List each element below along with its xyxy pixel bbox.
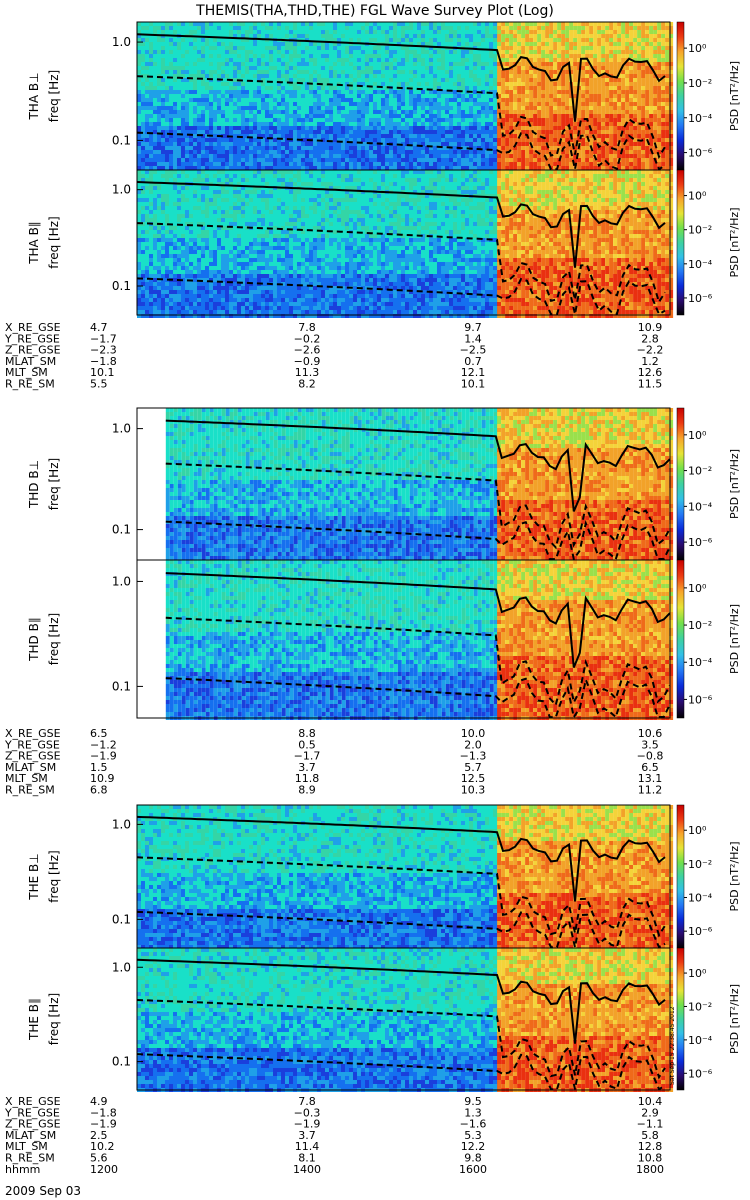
panel-freq-axis-label: freq [Hz] <box>47 216 61 268</box>
colorbar-label: PSD [nT²/Hz] <box>728 61 741 131</box>
colorbar-tick-label: 10⁰ <box>688 582 707 595</box>
ephemeris-row-label: R_RE_SM <box>5 784 55 797</box>
freq-tick-label: 1.0 <box>112 817 131 831</box>
colorbar-label: PSD [nT²/Hz] <box>728 984 741 1054</box>
colorbar-tick-label: 10⁻⁶ <box>688 1067 713 1080</box>
colorbar <box>677 948 684 1090</box>
generation-timestamp: Sat Sep 15 22:38:45 2012 <box>669 1006 676 1085</box>
colorbar-tick-label: 10⁻⁴ <box>688 1034 713 1047</box>
panel-component-label: THD B⊥ <box>27 460 41 509</box>
colorbar-label: PSD [nT²/Hz] <box>728 604 741 674</box>
ephemeris-value: 11.5 <box>638 378 663 391</box>
freq-tick-label: 0.1 <box>112 133 131 147</box>
date-label: 2009 Sep 03 <box>5 1184 81 1198</box>
panel-freq-axis-label: freq [Hz] <box>47 458 61 510</box>
colorbar-label: PSD [nT²/Hz] <box>728 449 741 519</box>
panel-THE-B∥: 1.0 0.1 THE B∥ freq [Hz] 10⁰ 10⁻² 10⁻⁴ 10⁻⁶ PSD … <box>27 948 741 1092</box>
colorbar-tick-label: 10⁻⁶ <box>688 693 713 706</box>
colorbar <box>677 22 684 170</box>
colorbar-tick-label: 10⁻⁴ <box>688 112 713 125</box>
colorbar-tick-label: 10⁻² <box>688 224 712 237</box>
freq-tick-label: 0.1 <box>112 679 131 693</box>
freq-tick-label: 1.0 <box>112 422 131 436</box>
freq-tick-label: 0.1 <box>112 912 131 926</box>
spectrogram-panels: 1.0 0.1 THA B⊥ freq [Hz] 10⁰ 10⁻² 10⁻⁴ 10⁻⁶ PSD … <box>27 22 741 1092</box>
freq-tick-label: 1.0 <box>112 574 131 588</box>
spectrogram-cells <box>166 408 673 560</box>
spectrogram-cells <box>137 805 673 949</box>
panel-component-label: THD B∥ <box>27 617 41 662</box>
freq-tick-label: 1.0 <box>112 183 131 197</box>
colorbar-tick-label: 10⁻² <box>688 858 712 871</box>
panel-component-label: THE B∥ <box>27 998 41 1041</box>
ephemeris-THA: X_RE_GSE 4.7 7.8 9.7 10.9Y_RE_GSE −1.7 −0.2 1.4… <box>4 321 663 391</box>
ephemeris-value: 11.2 <box>638 784 663 797</box>
colorbar-tick-label: 10⁻⁶ <box>688 292 713 305</box>
ephemeris-THE: X_RE_GSE 4.9 7.8 9.5 10.4Y_RE_GSE −1.8 −0.3 1.3… <box>4 1095 664 1176</box>
freq-tick-label: 1.0 <box>112 960 131 974</box>
spectrogram-cells <box>137 22 673 170</box>
freq-tick-label: 0.1 <box>112 279 131 293</box>
panel-THA-B∥: 1.0 0.1 THA B∥ freq [Hz] 10⁰ 10⁻² 10⁻⁴ 10⁻⁶ PSD … <box>27 170 741 318</box>
freq-tick-label: 0.1 <box>112 523 131 537</box>
ephemeris-value: 8.9 <box>298 784 316 797</box>
colorbar <box>677 560 684 718</box>
spectrogram-cells <box>166 560 673 720</box>
figure-title: THEMIS(THA,THD,THE) FGL Wave Survey Plot… <box>195 3 554 19</box>
ephemeris-row-label: R_RE_SM <box>5 378 55 391</box>
ephemeris-value: 10.3 <box>461 784 486 797</box>
ephemeris-value: 1400 <box>293 1163 321 1176</box>
ephemeris-value: 8.2 <box>298 378 316 391</box>
ephemeris-value: 1600 <box>459 1163 487 1176</box>
ephemeris-value: 1800 <box>636 1163 664 1176</box>
panel-THA-B⊥: 1.0 0.1 THA B⊥ freq [Hz] 10⁰ 10⁻² 10⁻⁴ 10⁻⁶ PSD … <box>27 22 741 170</box>
freq-tick-label: 0.1 <box>112 1055 131 1069</box>
ephemeris-value: 1200 <box>90 1163 118 1176</box>
colorbar <box>677 408 684 560</box>
ephemeris-value: 5.5 <box>90 378 108 391</box>
panel-component-label: THE B⊥ <box>27 853 41 900</box>
ephemeris-value: 6.8 <box>90 784 108 797</box>
colorbar-tick-label: 10⁰ <box>688 824 707 837</box>
colorbar-label: PSD [nT²/Hz] <box>728 841 741 911</box>
wave-survey-figure: THEMIS(THA,THD,THE) FGL Wave Survey Plot… <box>0 0 750 1200</box>
colorbar-tick-label: 10⁻² <box>688 465 712 478</box>
colorbar-tick-label: 10⁻⁴ <box>688 892 713 905</box>
panel-freq-axis-label: freq [Hz] <box>47 993 61 1045</box>
panel-THD-B∥: 1.0 0.1 THD B∥ freq [Hz] 10⁰ 10⁻² 10⁻⁴ 10⁻⁶ PSD … <box>27 560 741 720</box>
colorbar-label: PSD [nT²/Hz] <box>728 207 741 277</box>
colorbar-tick-label: 10⁰ <box>688 429 707 442</box>
panel-freq-axis-label: freq [Hz] <box>47 70 61 122</box>
freq-tick-label: 1.0 <box>112 35 131 49</box>
colorbar-tick-label: 10⁰ <box>688 967 707 980</box>
colorbar-tick-label: 10⁻² <box>688 77 712 90</box>
panel-THE-B⊥: 1.0 0.1 THE B⊥ freq [Hz] 10⁰ 10⁻² 10⁻⁴ 10⁻⁶ PSD … <box>27 805 741 949</box>
panel-component-label: THA B⊥ <box>27 72 41 120</box>
panel-THD-B⊥: 1.0 0.1 THD B⊥ freq [Hz] 10⁰ 10⁻² 10⁻⁴ 10⁻⁶ PSD … <box>27 408 741 560</box>
colorbar-tick-label: 10⁰ <box>688 42 707 55</box>
colorbar-tick-label: 10⁻⁶ <box>688 925 713 938</box>
colorbar-tick-label: 10⁰ <box>688 190 707 203</box>
panel-freq-axis-label: freq [Hz] <box>47 850 61 902</box>
colorbar-tick-label: 10⁻⁴ <box>688 258 713 271</box>
panel-freq-axis-label: freq [Hz] <box>47 613 61 665</box>
colorbar-tick-label: 10⁻⁴ <box>688 656 713 669</box>
colorbar <box>677 805 684 948</box>
colorbar-tick-label: 10⁻⁴ <box>688 500 713 513</box>
colorbar-tick-label: 10⁻⁶ <box>688 147 713 160</box>
colorbar-tick-label: 10⁻² <box>688 619 712 632</box>
colorbar-tick-label: 10⁻² <box>688 1000 712 1013</box>
panel-component-label: THA B∥ <box>27 221 41 265</box>
ephemeris-value: 10.1 <box>461 378 486 391</box>
colorbar-tick-label: 10⁻⁶ <box>688 536 713 549</box>
ephemeris-THD: X_RE_GSE 6.5 8.8 10.0 10.6Y_RE_GSE −1.2 0.5 2.0… <box>4 727 663 797</box>
ephemeris-row-label: hhmm <box>5 1163 40 1176</box>
colorbar <box>677 170 684 315</box>
